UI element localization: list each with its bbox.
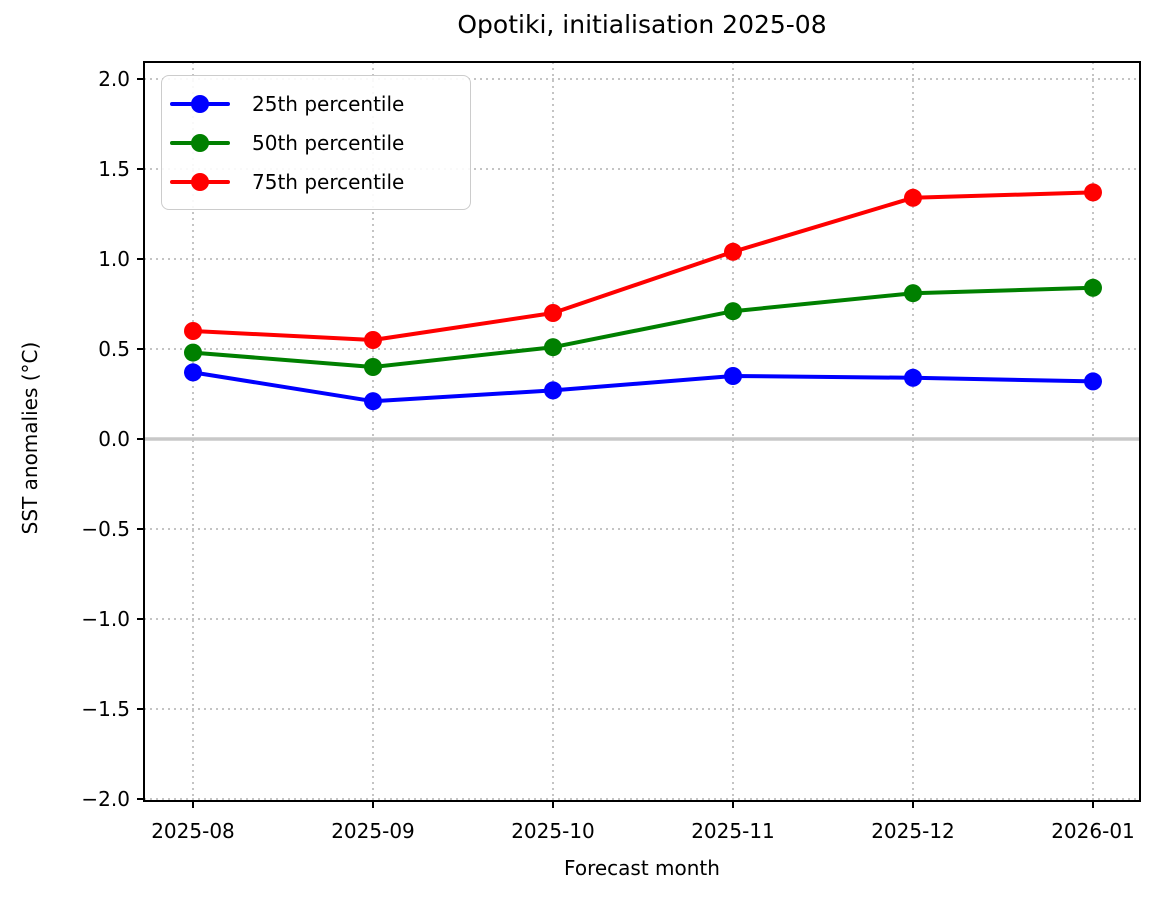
data-point <box>184 322 202 340</box>
data-point <box>904 188 922 207</box>
data-point <box>724 242 742 261</box>
series-25th-percentile-line <box>191 370 1095 404</box>
tick-marks <box>137 78 1094 808</box>
y-tick-label: 1.0 <box>98 247 130 271</box>
legend-item-25th-percentile: 25th percentile <box>170 94 458 114</box>
data-point <box>184 343 202 362</box>
y-tick-label: −1.0 <box>81 607 130 631</box>
y-tick-label: −0.5 <box>81 517 130 541</box>
data-point <box>364 392 382 411</box>
data-point <box>184 363 202 382</box>
legend-label: 25th percentile <box>252 91 405 116</box>
series-75th-percentile <box>184 183 1102 349</box>
series-75th-percentile-line <box>191 190 1095 342</box>
x-axis-label: Forecast month <box>564 856 720 880</box>
legend-item-50th-percentile: 50th percentile <box>170 133 458 153</box>
data-point <box>1084 372 1102 391</box>
data-point <box>364 331 382 349</box>
legend-dot-sample <box>191 172 209 191</box>
legend-item-75th-percentile: 75th percentile <box>170 172 458 192</box>
series-50th-percentile <box>184 278 1102 376</box>
axes-frame <box>143 61 1141 802</box>
y-tick-label: 0.5 <box>98 337 130 361</box>
series-25th-percentile <box>184 363 1102 411</box>
data-point <box>544 381 562 400</box>
data-point <box>904 284 922 303</box>
data-point <box>364 358 382 376</box>
y-tick-label: 2.0 <box>98 67 130 91</box>
x-tick-label: 2025-11 <box>691 819 775 843</box>
legend-marker-75th <box>170 172 230 191</box>
y-tick-label: 1.5 <box>98 157 130 181</box>
series-50th-percentile-line <box>191 285 1095 369</box>
x-tick-label: 2025-10 <box>511 819 595 843</box>
data-point <box>724 367 742 385</box>
chart-title: Opotiki, initialisation 2025-08 <box>457 10 827 39</box>
legend-label: 75th percentile <box>252 169 405 194</box>
data-point <box>904 368 922 387</box>
data-point <box>724 302 742 321</box>
legend-marker-50th <box>170 133 230 152</box>
legend-label: 50th percentile <box>252 130 405 155</box>
x-tick-label: 2025-12 <box>871 819 955 843</box>
y-tick-label: 0.0 <box>98 427 130 451</box>
x-tick-label: 2025-08 <box>151 819 235 843</box>
legend-marker-25th <box>170 94 230 113</box>
x-tick-label: 2025-09 <box>331 819 415 843</box>
y-tick-label: −1.5 <box>81 697 130 721</box>
legend-dot-sample <box>191 133 209 152</box>
x-tick-label: 2026-01 <box>1051 819 1135 843</box>
data-point <box>544 338 562 357</box>
data-point <box>1084 278 1102 297</box>
data-point <box>1084 183 1102 202</box>
y-axis-label: SST anomalies (°C) <box>18 341 42 535</box>
data-point <box>544 304 562 322</box>
legend-dot-sample <box>191 94 209 113</box>
y-tick-label: −2.0 <box>81 787 130 811</box>
legend: 25th percentile 50th percentile 75th per… <box>161 75 471 210</box>
